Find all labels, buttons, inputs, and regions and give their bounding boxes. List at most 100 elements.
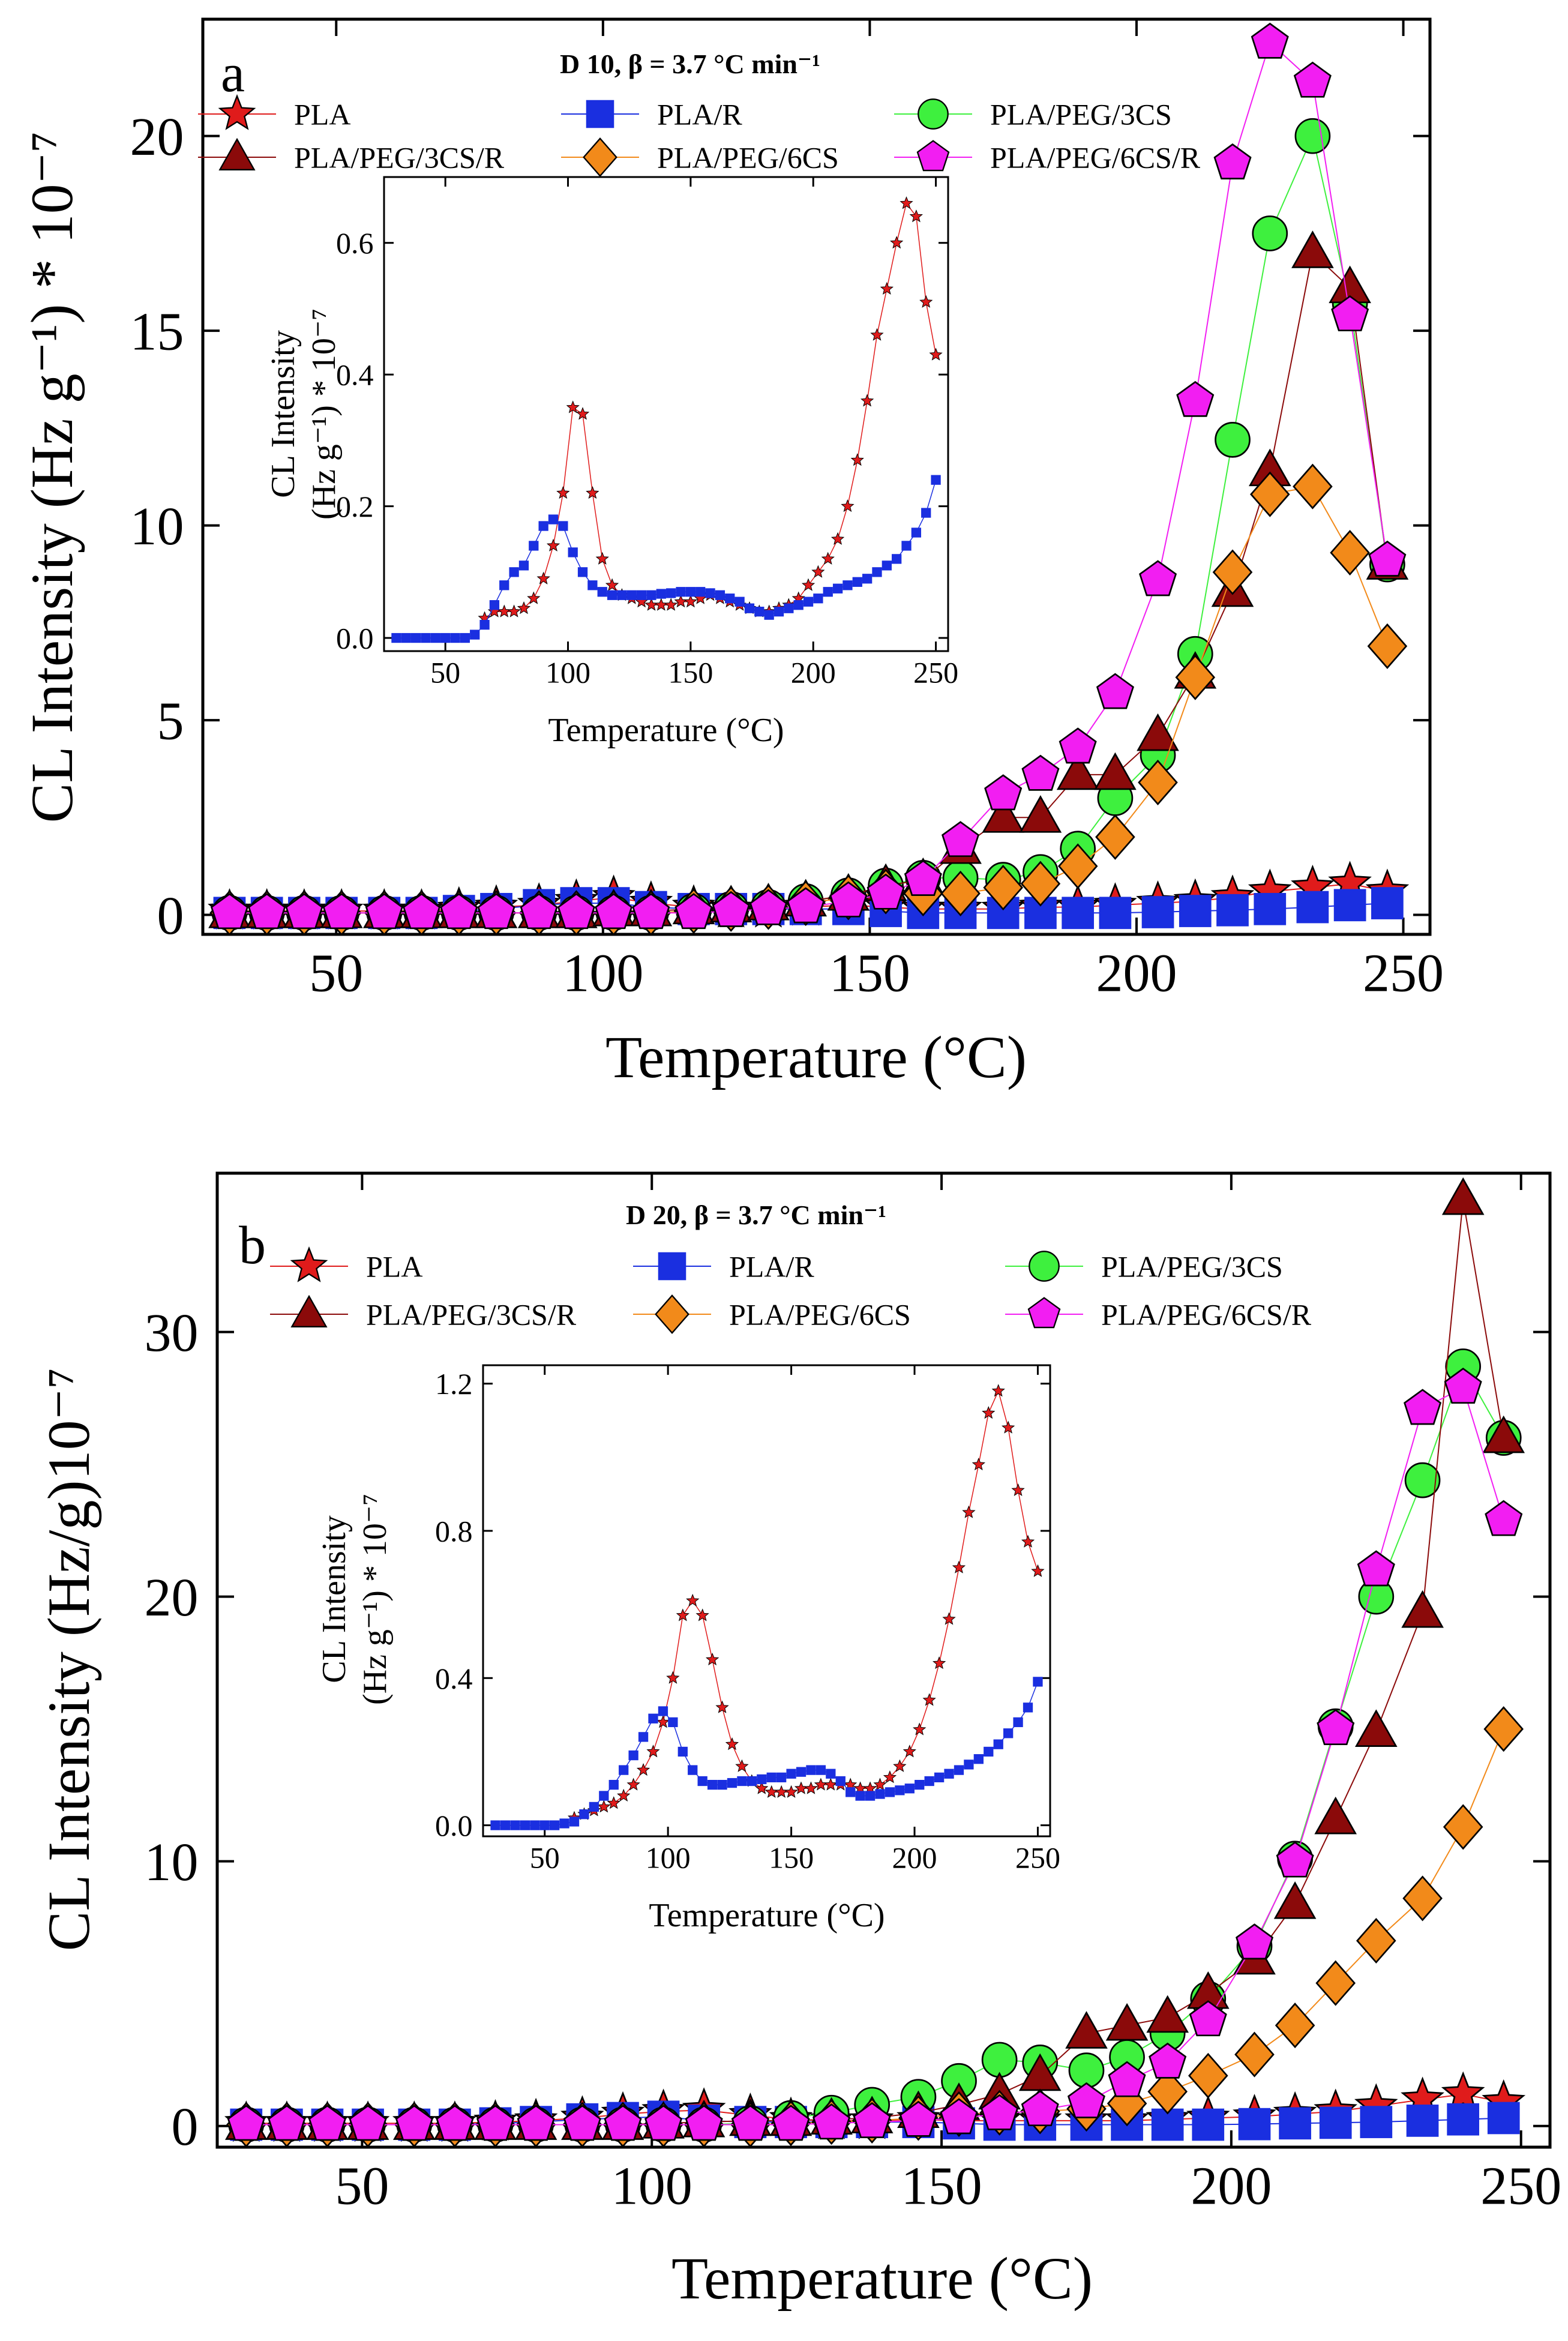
data-point [793,600,804,610]
data-point [757,1774,767,1785]
data-point [872,567,882,577]
y-tick-label: 0.4 [435,1662,473,1695]
legend-label: PLA/PEG/6CS/R [990,141,1201,175]
data-point [823,587,833,597]
data-point [735,1759,749,1772]
data-point [707,1779,718,1790]
data-point [440,893,478,930]
plot-frame [215,1171,1552,2149]
chart-panel-a: a D 10, β = 3.7 °C min⁻¹ Temperature (°C… [19,17,1444,1090]
inset-chart: Temperature (°C) CL Intensity (Hz g⁻¹) *… [265,176,958,749]
data-point [826,1769,836,1779]
data-point [589,1802,599,1812]
data-point [685,587,696,597]
data-point [403,893,441,930]
data-point [921,508,931,518]
data-point [695,1608,709,1621]
x-tick-label: 200 [1096,944,1177,1003]
data-point [813,594,823,604]
data-point [1189,2000,1227,2037]
data-point [577,567,588,577]
legend-label: PLA [294,98,350,131]
data-point [626,1778,640,1791]
legend-marker [583,137,617,177]
data-point [904,1784,915,1794]
data-point [401,633,411,643]
data-point [365,893,403,930]
inset-frame [482,1364,1051,1838]
data-point [764,610,774,620]
data-point [1406,2105,1439,2137]
data-point [940,2098,978,2135]
data-point [734,597,745,607]
data-point [889,236,904,249]
data-point [227,2105,265,2141]
data-point [666,1671,680,1684]
data-point [705,588,715,598]
data-point [1444,1368,1482,1404]
axis-ticks: 50 100 150 200 250 0 10 20 30 [145,1173,1561,2216]
y-tick-label: 10 [130,497,184,556]
legend-label: PLA/PEG/6CS [729,1298,911,1332]
data-point [766,1772,776,1783]
y-tick-label: 30 [145,1303,199,1363]
data-point [1296,891,1329,924]
inset-chart: Temperature (°C) CL Intensity (Hz g⁻¹) *… [316,1364,1060,1934]
data-point [668,1717,678,1728]
data-point [1279,2107,1311,2140]
data-point [617,1788,631,1802]
legend-marker [290,1294,328,1327]
data-point [954,1765,964,1775]
legend-marker [218,137,256,170]
data-point [1368,540,1407,577]
data-point [865,1791,876,1801]
data-point [1099,897,1132,930]
data-point [1011,1483,1025,1497]
y-tick-label: 0.0 [435,1809,473,1842]
data-point [776,1772,787,1783]
data-point [440,633,451,643]
data-point [1404,1389,1442,1425]
data-point [1020,861,1061,907]
data-point [1250,471,1290,517]
data-point [421,633,431,643]
data-point [569,1817,580,1827]
data-point [1067,2082,1105,2118]
x-tick-label: 100 [545,656,590,690]
data-point [811,565,825,578]
data-point [924,1776,934,1787]
data-point [831,532,845,545]
data-point [895,1785,905,1796]
data-point [1251,22,1289,59]
data-point [982,1406,996,1419]
data-point [1252,215,1288,251]
data-point [991,1384,1005,1397]
data-point [1314,1796,1357,1835]
data-point [981,2042,1018,2078]
chart-title: D 20, β = 3.7 °C min⁻¹ [626,1200,886,1230]
data-point [1331,295,1369,332]
data-point [1273,1881,1317,1919]
data-point [899,2100,937,2137]
data-point [500,1820,511,1830]
data-point [1141,896,1174,928]
x-tick-label: 50 [530,1841,560,1875]
data-point [1354,1709,1398,1747]
data-point [538,521,548,531]
data-point [1013,1717,1023,1728]
data-point [586,485,599,499]
data-point [880,281,894,295]
data-point [568,547,578,557]
data-point [1094,752,1137,790]
data-point [755,1781,769,1794]
inset-y-axis-label-line1: CL Intensity [265,330,302,497]
data-point [395,2105,433,2141]
data-point [1003,1728,1014,1738]
data-point [1238,2108,1271,2141]
series-layer [208,22,1410,936]
data-point [841,499,855,512]
inset-plot-area [384,177,948,651]
legend-label: PLA/R [729,1250,814,1284]
legend-marker [1027,1297,1061,1329]
